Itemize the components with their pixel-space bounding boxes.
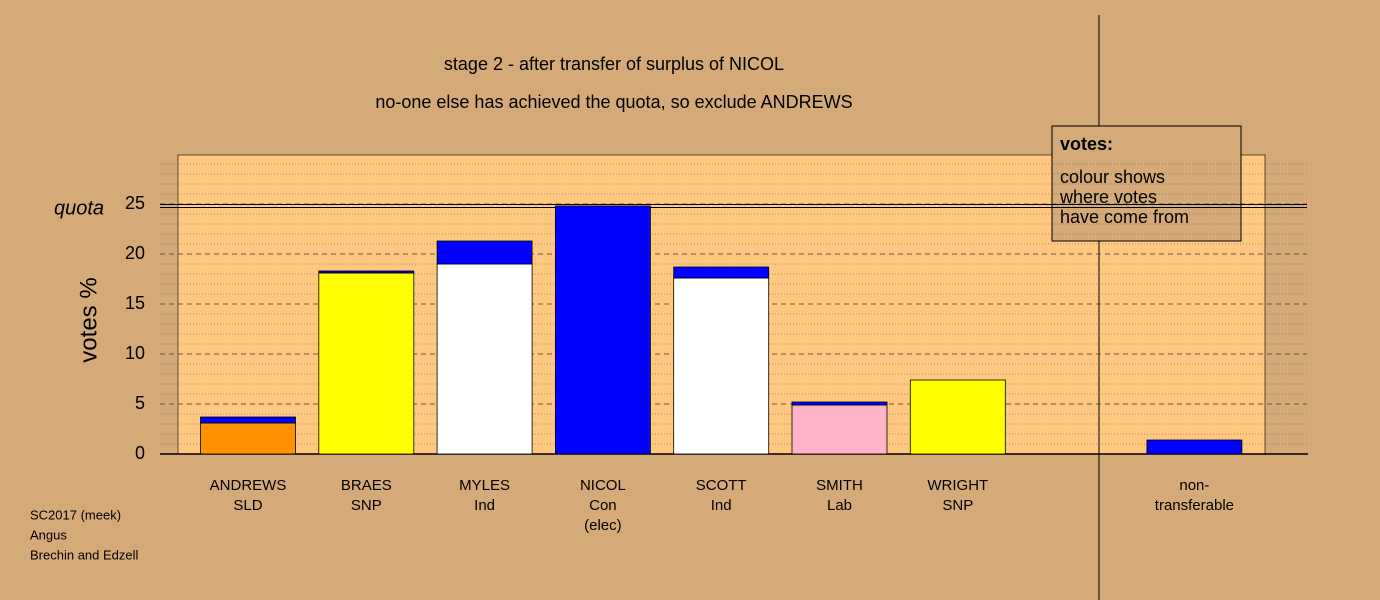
bar-segment	[909, 379, 1006, 455]
x-tick-label: Ind	[711, 497, 732, 514]
x-tick-label: SMITH	[816, 477, 863, 494]
y-tick-label: 10	[125, 343, 145, 363]
x-tick-label: SNP	[942, 497, 973, 514]
legend-title: votes:	[1060, 134, 1113, 154]
legend-text: colour shows	[1060, 167, 1165, 187]
x-tick-label: SLD	[233, 497, 262, 514]
legend-text: have come from	[1060, 207, 1189, 227]
x-tick-label: SCOTT	[696, 477, 747, 494]
footer-text: SC2017 (meek)	[30, 507, 121, 522]
chart-subtitle: no-one else has achieved the quota, so e…	[375, 92, 852, 112]
chart-title: stage 2 - after transfer of surplus of N…	[444, 54, 784, 74]
bar-segment	[436, 263, 533, 455]
bar-segment	[318, 270, 415, 274]
x-tick-label: Con	[589, 497, 617, 514]
y-tick-label: 20	[125, 243, 145, 263]
x-tick-label: BRAES	[341, 477, 392, 494]
y-axis-label: votes %	[75, 277, 102, 362]
x-tick-label: (elec)	[584, 517, 622, 534]
bar-segment	[436, 240, 533, 265]
x-tick-label: WRIGHT	[927, 477, 988, 494]
bar-segment	[673, 266, 770, 279]
legend-text: where votes	[1059, 187, 1157, 207]
bar-segment	[791, 401, 888, 406]
footer-text: Angus	[30, 527, 67, 542]
bar-segment	[555, 205, 651, 455]
bar-segment	[200, 416, 296, 424]
bar-segment	[673, 277, 770, 455]
bar-segment	[1146, 439, 1243, 455]
quota-label: quota	[54, 197, 104, 219]
legend-box	[1051, 125, 1242, 242]
x-tick-label: Lab	[827, 497, 852, 514]
x-tick-label: transferable	[1155, 497, 1234, 514]
y-tick-label: 5	[135, 393, 145, 413]
x-tick-label: SNP	[351, 497, 382, 514]
x-tick-label: ANDREWS	[210, 477, 287, 494]
legend: votes:	[1051, 125, 1242, 242]
footer-text: Brechin and Edzell	[30, 547, 139, 562]
x-tick-label: non-	[1179, 477, 1209, 494]
bar-segment	[318, 272, 415, 455]
bar-segment	[791, 404, 888, 455]
x-tick-label: Ind	[474, 497, 495, 514]
y-tick-label: 25	[125, 193, 145, 213]
x-tick-label: NICOL	[580, 477, 626, 494]
bar-segment	[200, 422, 296, 455]
x-tick-label: MYLES	[459, 477, 510, 494]
y-tick-label: 0	[135, 443, 145, 463]
y-tick-label: 15	[125, 293, 145, 313]
